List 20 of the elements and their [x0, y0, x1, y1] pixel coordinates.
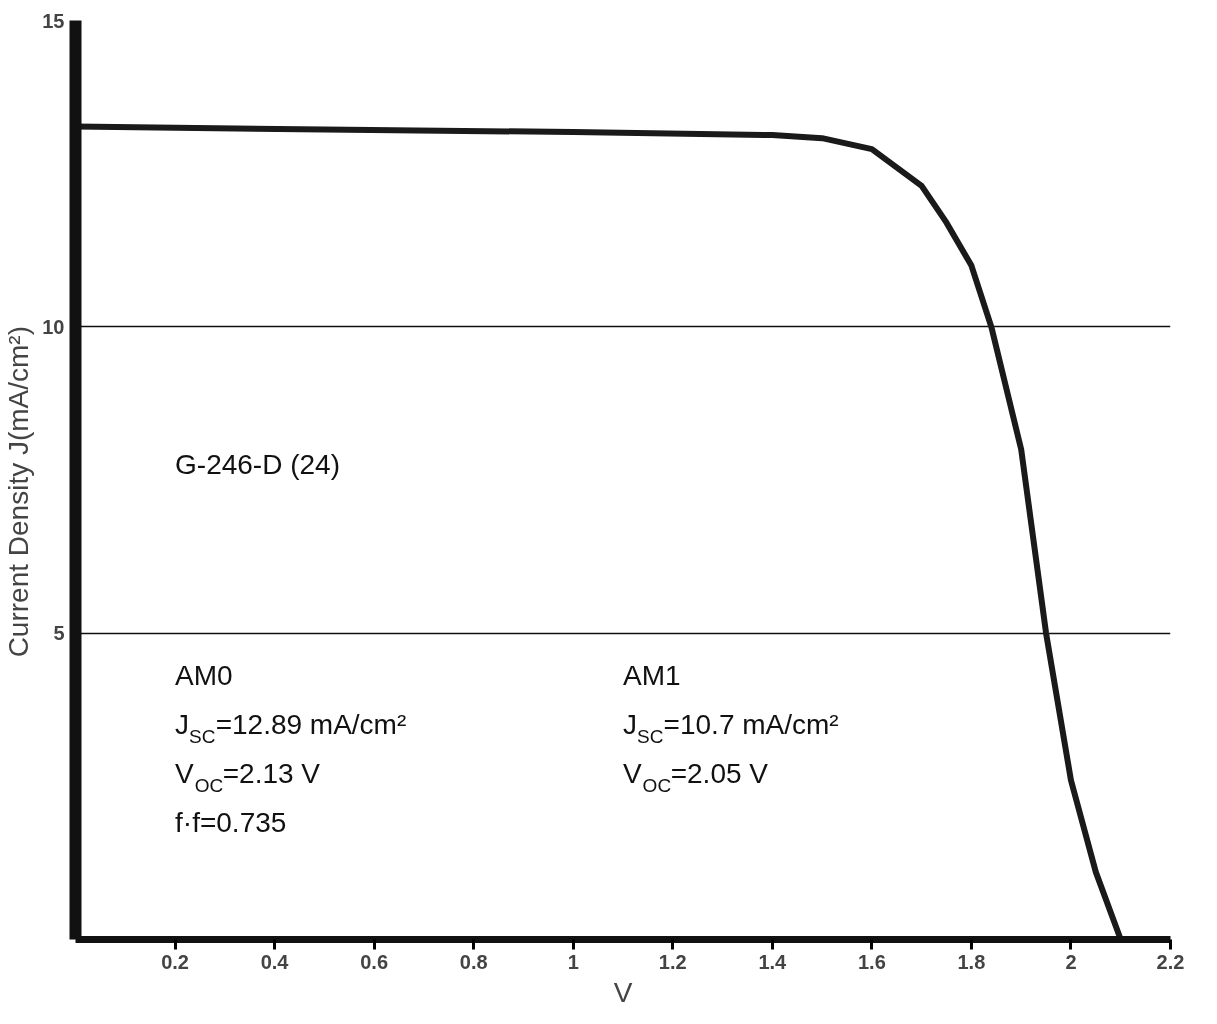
x-tick-label: 2	[1065, 950, 1077, 973]
x-tick-label: 1.8	[957, 950, 986, 973]
annotation: AM0	[175, 660, 233, 692]
y-tick-label: 15	[42, 9, 65, 32]
x-tick-label: 0.8	[459, 950, 488, 973]
x-tick-label: 0.4	[260, 950, 290, 973]
y-axis-title: Current Density J(mA/cm²)	[3, 325, 35, 658]
x-tick-label: 1.6	[857, 950, 886, 973]
x-tick-label: 0.2	[161, 950, 189, 973]
x-tick-label: 1.4	[758, 950, 788, 973]
y-tick-label: 10	[42, 315, 65, 338]
annotation: G-246-D (24)	[175, 449, 340, 480]
x-tick-label: 0.6	[360, 950, 389, 973]
x-axis-title: V	[613, 976, 633, 1008]
annotation: AM1	[623, 660, 681, 692]
x-tick-label: 1	[567, 950, 579, 973]
x-tick-label: 2.2	[1156, 950, 1185, 973]
x-tick-label: 1.2	[658, 950, 687, 973]
annotation: f·f=0.735	[175, 807, 287, 839]
y-tick-label: 5	[53, 622, 65, 645]
